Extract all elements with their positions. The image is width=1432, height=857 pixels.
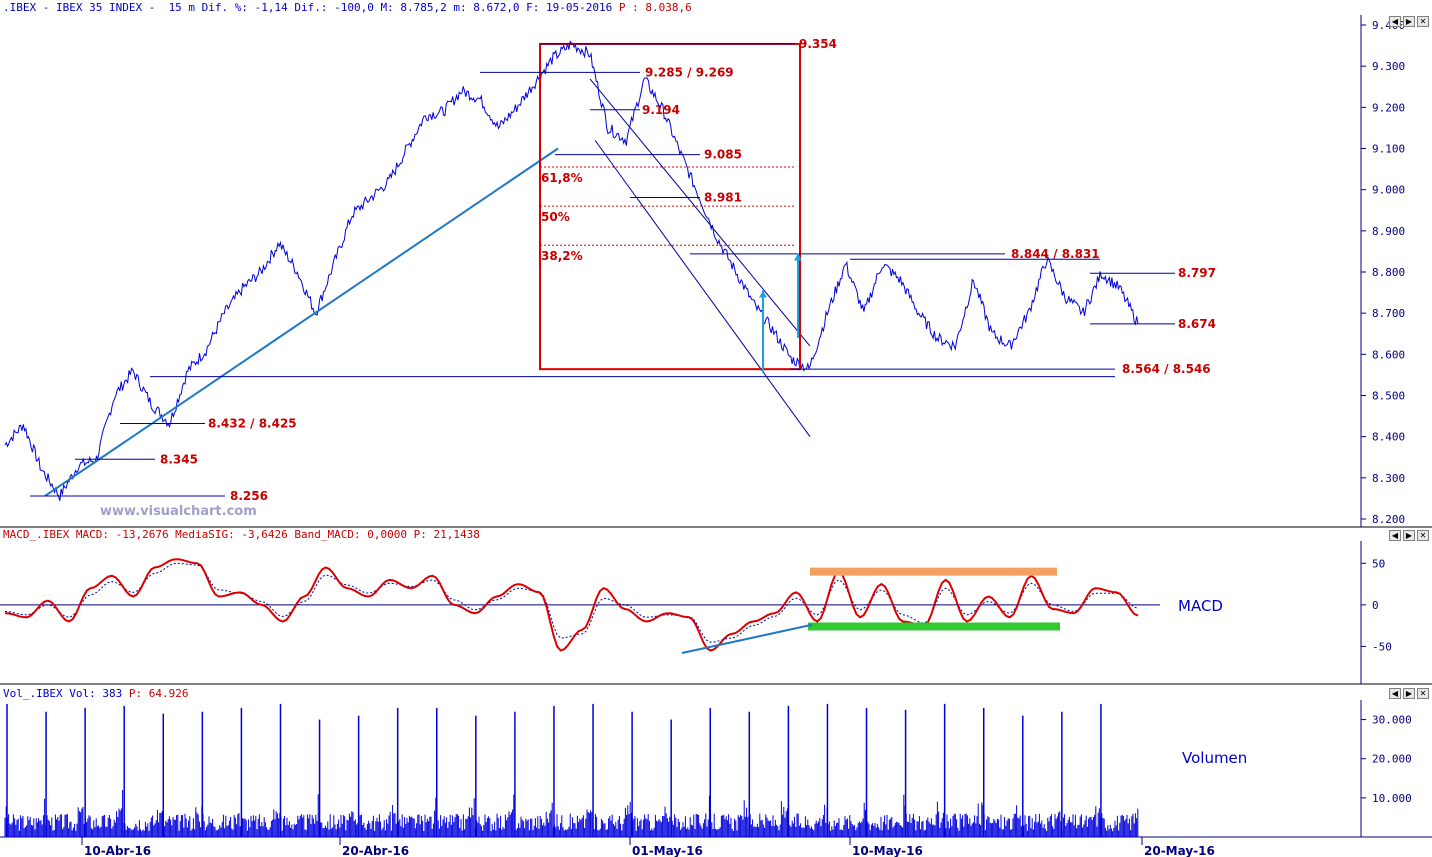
vol-header: Vol_.IBEX Vol: 383 P: 64.926 (3, 687, 188, 700)
level-label: 9.085 (704, 148, 742, 162)
vol-close-button[interactable]: ✕ (1417, 688, 1429, 699)
level-label: 8.797 (1178, 266, 1216, 280)
price-series-line (4, 40, 1139, 501)
macd-tick-label: 50 (1372, 557, 1385, 570)
price-tick-label: 9.300 (1372, 60, 1405, 73)
level-label: 8.844 / 8.831 (1011, 247, 1100, 261)
level-label: 8.345 (160, 452, 198, 466)
uptrend-line (44, 147, 559, 497)
price-tick-label: 8.500 (1372, 390, 1405, 403)
date-label: 10-Abr-16 (84, 844, 151, 857)
macd-header-text: MACD_.IBEX MACD: -13,2676 MediaSIG: -3,6… (3, 528, 407, 541)
scroll-right-button[interactable]: ▶ (1403, 16, 1415, 27)
date-axis: 10-Abr-16 20-Abr-16 01-May-16 10-May-16 20-M… (81, 837, 1215, 857)
macd-line (4, 558, 1139, 652)
arrow-head (794, 253, 802, 261)
macd-tick-label: 0 (1372, 599, 1379, 612)
price-tick-label: 9.100 (1372, 143, 1405, 156)
level-label: 8.432 / 8.425 (208, 416, 297, 430)
macd-header: MACD_.IBEX MACD: -13,2676 MediaSIG: -3,6… (3, 528, 480, 541)
price-tick-label: 8.700 (1372, 307, 1405, 320)
macd-window-buttons: ◀ ▶ ✕ (1389, 530, 1429, 541)
date-label: 20-May-16 (1144, 844, 1215, 857)
macd-scroll-right-button[interactable]: ▶ (1403, 530, 1415, 541)
price-header-text: .IBEX - IBEX 35 INDEX - 15 m Dif. %: -1,… (3, 1, 613, 14)
price-panel: 9.4009.3009.2009.1009.0008.9008.8008.700… (4, 19, 1405, 526)
macd-close-button[interactable]: ✕ (1417, 530, 1429, 541)
arrow-head (759, 290, 767, 298)
macd-signal-line (4, 562, 1139, 643)
fib-label: 61,8% (541, 171, 583, 185)
price-tick-label: 8.400 (1372, 431, 1405, 444)
macd-panel: 50 0 -50 (0, 557, 1392, 655)
volume-bars (4, 790, 1139, 837)
price-tick-label: 8.300 (1372, 472, 1405, 485)
date-label: 01-May-16 (632, 844, 703, 857)
channel-line (594, 139, 811, 437)
price-tick-label: 9.000 (1372, 184, 1405, 197)
close-panel-button[interactable]: ✕ (1417, 16, 1429, 27)
vol-header-text: Vol_.IBEX Vol: 383 (3, 687, 123, 700)
price-header: .IBEX - IBEX 35 INDEX - 15 m Dif. %: -1,… (3, 1, 692, 14)
vol-tick-label: 10.000 (1372, 792, 1412, 805)
channel-line (589, 78, 811, 347)
volume-panel: 30.000 20.000 10.000 (4, 703, 1412, 837)
fib-label: 38,2% (541, 249, 583, 263)
fib-label: 50% (541, 210, 570, 224)
volume-panel-label: Volumen (1182, 749, 1247, 767)
price-tick-label: 8.600 (1372, 348, 1405, 361)
price-tick-label: 9.200 (1372, 101, 1405, 114)
price-header-p: P : 8.038,6 (618, 1, 692, 14)
divergence-line (681, 623, 813, 655)
vol-scroll-right-button[interactable]: ▶ (1403, 688, 1415, 699)
macd-panel-label: MACD (1178, 597, 1223, 615)
price-tick-label: 8.900 (1372, 225, 1405, 238)
level-label: 8.674 (1178, 317, 1216, 331)
macd-tick-label: -50 (1372, 640, 1392, 653)
level-label: 9.194 (642, 103, 680, 117)
vol-tick-label: 20.000 (1372, 753, 1412, 766)
price-tick-label: 8.200 (1372, 513, 1405, 526)
level-label: 8.981 (704, 190, 742, 204)
level-label: 8.564 / 8.546 (1122, 362, 1211, 376)
price-tick-label: 8.800 (1372, 266, 1405, 279)
vol-window-buttons: ◀ ▶ ✕ (1389, 688, 1429, 699)
level-label: 9.354 (799, 37, 837, 51)
vol-header-p: P: 64.926 (128, 687, 189, 700)
scroll-left-button[interactable]: ◀ (1389, 16, 1401, 27)
watermark: www.visualchart.com (100, 504, 257, 519)
vol-tick-label: 30.000 (1372, 714, 1412, 727)
price-window-buttons: ◀ ▶ ✕ (1389, 16, 1429, 27)
macd-header-p: P: 21,1438 (413, 528, 480, 541)
level-label: 8.256 (230, 489, 268, 503)
date-label: 20-Abr-16 (342, 844, 409, 857)
level-label: 9.285 / 9.269 (645, 65, 734, 79)
date-label: 10-May-16 (852, 844, 923, 857)
vol-scroll-left-button[interactable]: ◀ (1389, 688, 1401, 699)
macd-scroll-left-button[interactable]: ◀ (1389, 530, 1401, 541)
